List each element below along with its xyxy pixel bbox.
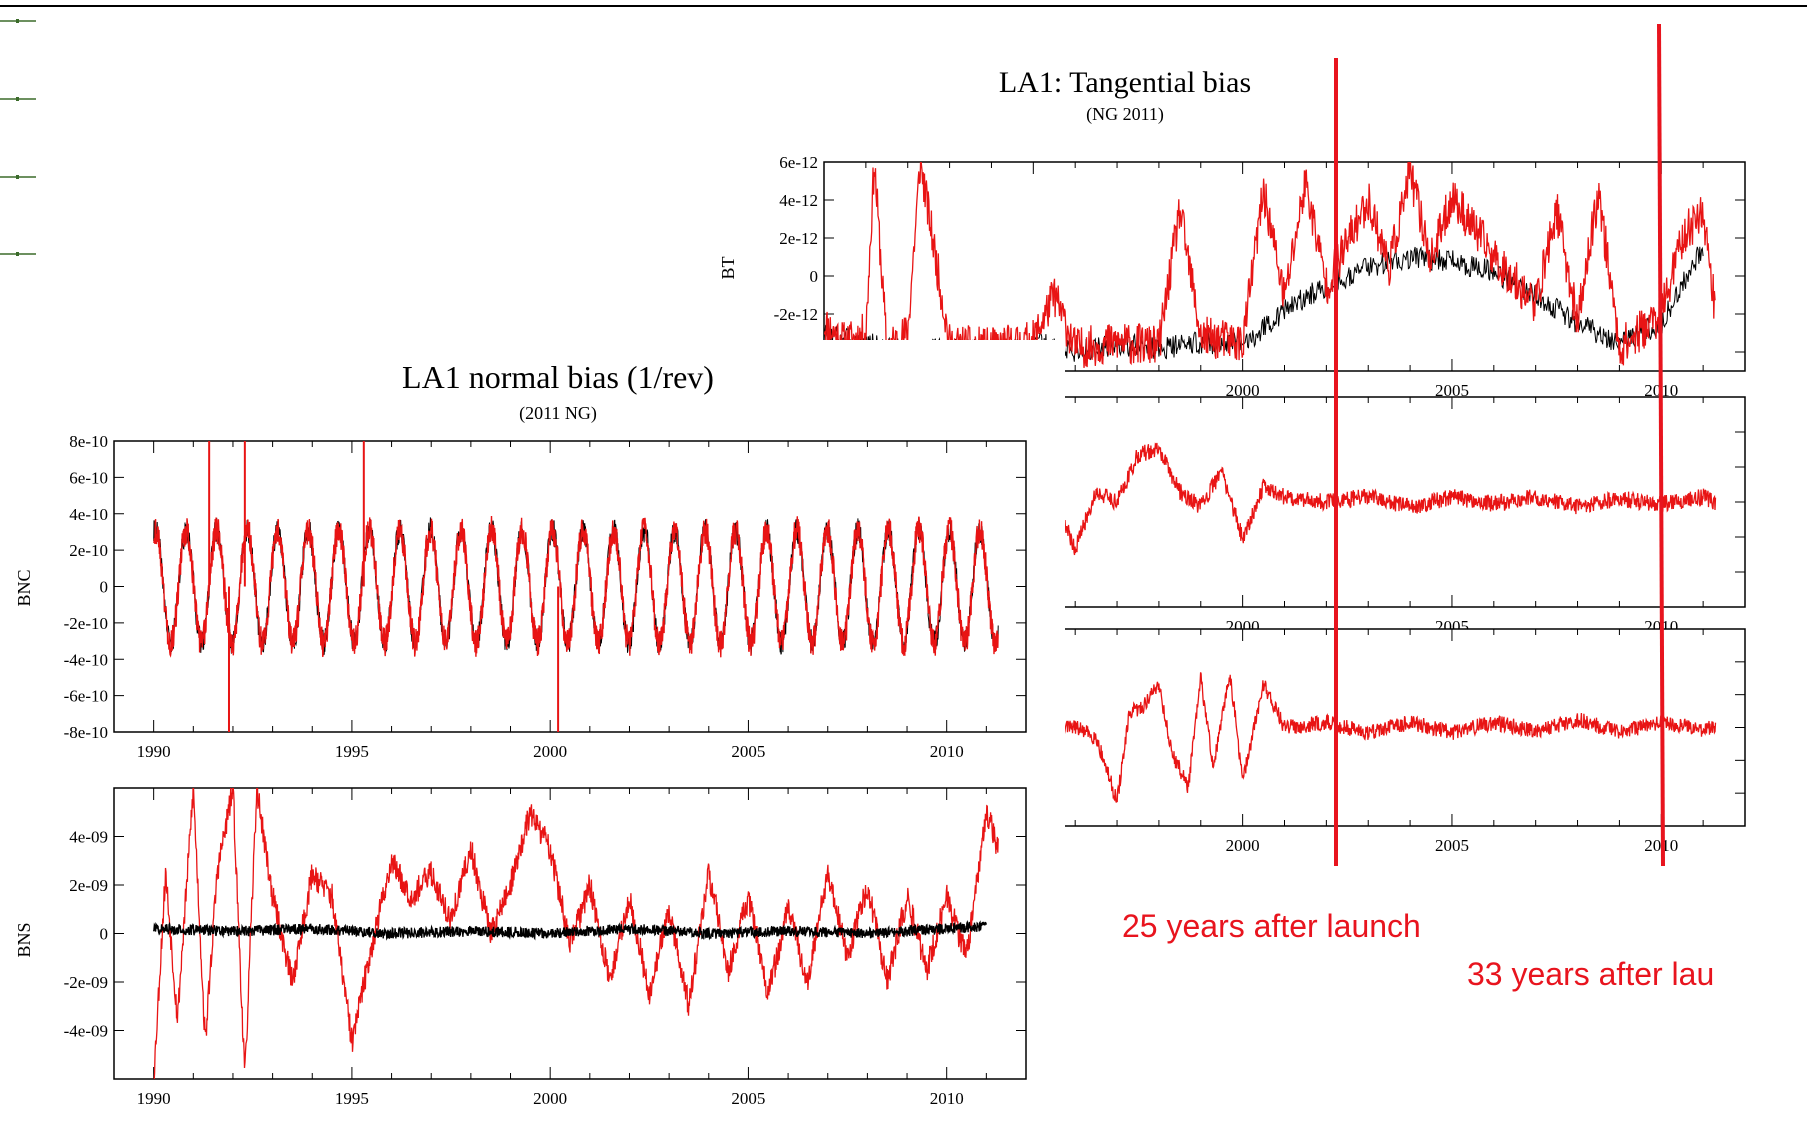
y-tick-label: -2e-10 bbox=[64, 614, 108, 633]
bt-panel: 19952000200520106e-124e-122e-120-2e-12-4… bbox=[774, 153, 1746, 400]
y-tick-label: 0 bbox=[100, 578, 109, 597]
bt3-fit-line bbox=[1032, 672, 1717, 803]
x-tick-label: 2000 bbox=[533, 1089, 567, 1108]
y-tick-label: 2e-10 bbox=[69, 541, 108, 560]
x-tick-label: 2000 bbox=[1226, 836, 1260, 855]
bullet-dot bbox=[16, 97, 19, 101]
y-tick-label: 4e-09 bbox=[69, 828, 108, 847]
slide-bullet-markers bbox=[0, 19, 36, 256]
marker-line-33-years bbox=[1657, 23, 1665, 867]
x-tick-label: 2010 bbox=[930, 1089, 964, 1108]
x-tick-label: 1990 bbox=[137, 1089, 171, 1108]
y-tick-label: -4e-09 bbox=[64, 1022, 108, 1041]
x-tick-label: 2005 bbox=[731, 1089, 765, 1108]
x-tick-label: 2005 bbox=[731, 742, 765, 761]
bn-figure: LA1 normal bias (1/rev) (2011 NG) BNC 19… bbox=[0, 340, 1065, 1140]
bns-panel: 1990 1995 2000 2005 2010 4e-09 2e-09 0 -2e-09 -4e… bbox=[64, 787, 1027, 1108]
y-tick-label: 8e-10 bbox=[69, 432, 108, 451]
bnc-ylabel: BNC bbox=[14, 569, 34, 606]
bt-ylabel: BT bbox=[718, 256, 738, 279]
bullet-dot bbox=[16, 175, 19, 179]
annotation-33-years: 33 years after lau bbox=[1467, 956, 1714, 992]
y-tick-label: 4e-12 bbox=[779, 191, 818, 210]
y-tick-label: 4e-10 bbox=[69, 505, 108, 524]
bnc-title: LA1 normal bias (1/rev) bbox=[402, 359, 714, 395]
x-tick-label: 1990 bbox=[137, 742, 171, 761]
annotation-25-years: 25 years after launch bbox=[1122, 908, 1421, 944]
bullet-dot bbox=[16, 19, 19, 23]
x-tick-label: 2010 bbox=[930, 742, 964, 761]
bt-subtitle: (NG 2011) bbox=[1086, 104, 1164, 125]
bnc-subtitle: (2011 NG) bbox=[519, 403, 597, 424]
bullet-dot bbox=[16, 252, 19, 256]
y-tick-label: 6e-10 bbox=[69, 468, 108, 487]
y-tick-label: -4e-10 bbox=[64, 650, 108, 669]
y-tick-label: -2e-12 bbox=[774, 305, 818, 324]
bnc-fit-line bbox=[153, 515, 999, 658]
x-tick-label: 2000 bbox=[533, 742, 567, 761]
y-tick-label: 2e-12 bbox=[779, 229, 818, 248]
y-tick-label: 0 bbox=[810, 267, 819, 286]
y-tick-label: -8e-10 bbox=[64, 723, 108, 742]
y-tick-label: -6e-10 bbox=[64, 687, 108, 706]
bns-data-line bbox=[153, 919, 987, 941]
y-tick-label: 6e-12 bbox=[779, 153, 818, 172]
y-tick-label: 0 bbox=[100, 925, 109, 944]
plot-frame bbox=[823, 161, 1746, 372]
x-tick-label: 2005 bbox=[1435, 381, 1469, 400]
bnc-panel: 1990 1995 2000 2005 2010 8e-10 6e-10 4e-10 2e-10… bbox=[64, 432, 1027, 761]
y-tick-label: 2e-09 bbox=[69, 876, 108, 895]
x-tick-label: 1995 bbox=[335, 1089, 369, 1108]
bt-title: LA1: Tangential bias bbox=[999, 66, 1251, 99]
x-tick-label: 2000 bbox=[1226, 381, 1260, 400]
x-tick-label: 1995 bbox=[335, 742, 369, 761]
y-tick-label: -2e-09 bbox=[64, 973, 108, 992]
x-tick-label: 2005 bbox=[1435, 836, 1469, 855]
bt2-fit-line bbox=[1032, 442, 1717, 556]
plot-frame bbox=[113, 440, 1027, 733]
bns-ylabel: BNS bbox=[14, 922, 34, 957]
